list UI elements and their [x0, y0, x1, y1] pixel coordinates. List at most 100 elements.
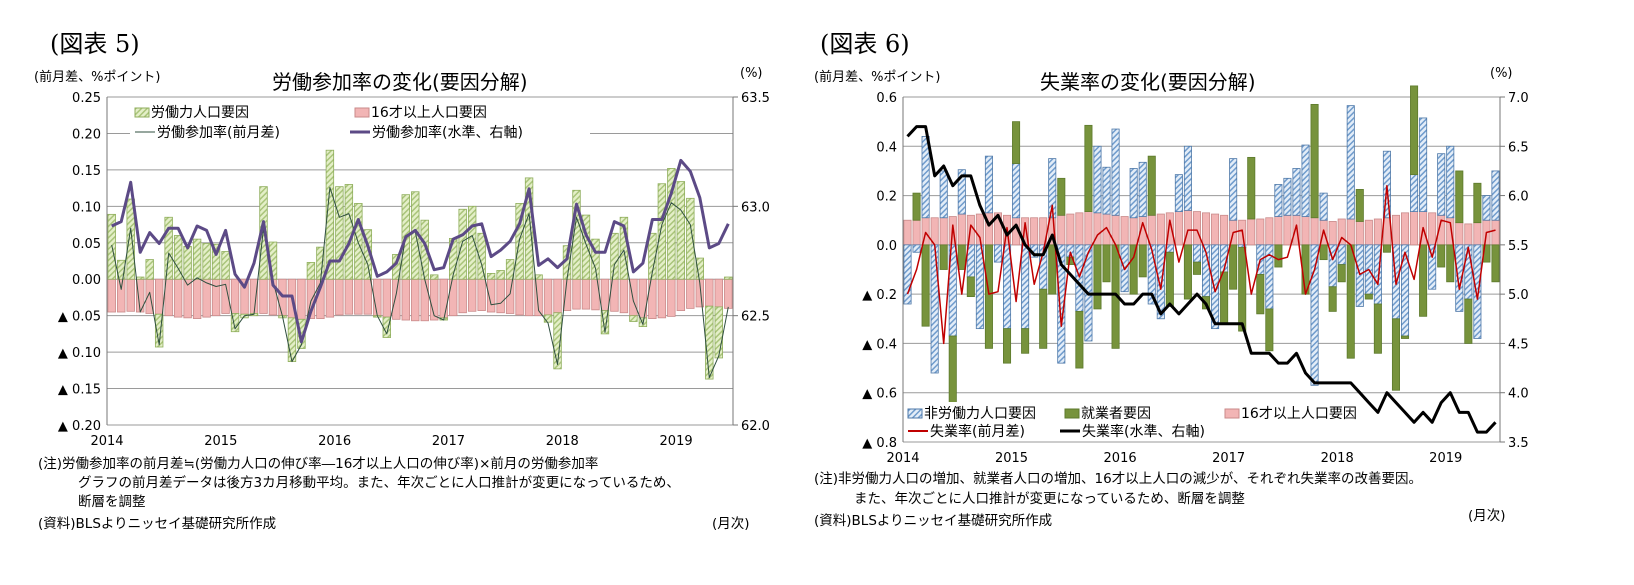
- bar-population-16-factor: [903, 219, 912, 246]
- bar-population-16-factor: [1355, 221, 1364, 246]
- y-tick-label: 0.20: [72, 127, 101, 142]
- note-line: また、年次ごとに人口推計が変更になっているため、断層を調整: [854, 491, 1245, 507]
- bar-population-16-factor: [401, 278, 410, 321]
- legend-swatch: [1064, 408, 1080, 419]
- bar-labor-force-factor: [600, 310, 610, 335]
- bar-population-16-factor: [211, 278, 221, 317]
- bar-non-labor-force-factor: [1057, 244, 1066, 364]
- bar-population-16-factor: [1373, 218, 1382, 246]
- bar-population-16-factor: [1030, 217, 1039, 246]
- y2-tick-label: 4.5: [1508, 337, 1529, 352]
- bar-labor-force-factor: [496, 270, 505, 280]
- bar-non-labor-force-factor: [1428, 244, 1437, 290]
- y-tick-label: 0.05: [72, 237, 101, 252]
- bar-population-16-factor: [1337, 218, 1346, 246]
- bar-labor-force-factor: [467, 205, 477, 280]
- bar-employment-factor: [948, 335, 957, 403]
- bar-labor-force-factor: [344, 184, 354, 280]
- bar-employment-factor: [1012, 121, 1021, 164]
- bar-population-16-factor: [1328, 221, 1337, 246]
- bar-population-16-factor: [467, 278, 477, 312]
- bar-population-16-factor: [1247, 218, 1256, 246]
- bar-labor-force-factor: [306, 262, 316, 280]
- bar-non-labor-force-factor: [1319, 192, 1328, 221]
- bar-non-labor-force-factor: [1419, 117, 1428, 212]
- bar-population-16-factor: [1401, 212, 1410, 246]
- bar-employment-factor: [1102, 244, 1111, 283]
- bar-employment-factor: [1346, 244, 1355, 359]
- bar-labor-force-factor: [126, 198, 135, 280]
- bar-non-labor-force-factor: [1102, 166, 1111, 215]
- bar-non-labor-force-factor: [939, 170, 948, 219]
- legend-label: 就業者要因: [1081, 406, 1151, 422]
- bar-population-16-factor: [107, 278, 116, 313]
- bar-population-16-factor: [154, 278, 164, 315]
- bar-labor-force-factor: [287, 317, 297, 362]
- bar-non-labor-force-factor: [1093, 145, 1102, 214]
- bar-population-16-factor: [297, 278, 306, 320]
- bar-employment-factor: [1183, 244, 1192, 300]
- legend-label: 労働参加率(水準、右軸): [372, 124, 523, 141]
- bar-non-labor-force-factor: [1455, 244, 1464, 312]
- chart-title-6: 失業率の変化(要因分解): [1040, 70, 1256, 94]
- bar-employment-factor: [1310, 103, 1319, 219]
- bar-labor-force-factor: [145, 259, 154, 280]
- bar-employment-factor: [939, 244, 948, 270]
- bar-labor-force-factor: [221, 251, 230, 280]
- y2-tick-label: 62.0: [741, 419, 770, 434]
- bar-non-labor-force-factor: [1183, 145, 1192, 211]
- bar-labor-force-factor: [183, 246, 192, 280]
- bar-population-16-factor: [1464, 223, 1473, 246]
- bar-non-labor-force-factor: [1292, 168, 1301, 216]
- y2-tick-label: 63.0: [741, 200, 770, 215]
- bar-labor-force-factor: [154, 313, 164, 348]
- bar-labor-force-factor: [458, 208, 467, 280]
- bar-employment-factor: [1147, 155, 1156, 216]
- bar-employment-factor: [1364, 293, 1373, 300]
- bar-non-labor-force-factor: [1437, 153, 1446, 216]
- bar-non-labor-force-factor: [1147, 244, 1156, 305]
- bar-employment-factor: [1473, 182, 1482, 224]
- bar-population-16-factor: [1066, 213, 1075, 246]
- bar-employment-factor: [1401, 335, 1410, 339]
- bar-population-16-factor: [420, 278, 429, 322]
- bar-non-labor-force-factor: [912, 244, 921, 253]
- y2-tick-label: 63.5: [741, 91, 770, 106]
- bar-population-16-factor: [676, 278, 686, 311]
- y2-tick-label: 5.5: [1508, 239, 1529, 254]
- note-line: (注)非労働力人口の増加、就業者人口の増加、16才以上人口の減少が、それぞれ失業…: [814, 471, 1422, 487]
- y-tick-label: 0.6: [876, 91, 897, 106]
- y-tick-label: 0.00: [72, 273, 101, 288]
- bar-employment-factor: [1265, 308, 1274, 352]
- bar-non-labor-force-factor: [975, 244, 984, 330]
- bar-labor-force-factor: [382, 316, 391, 338]
- bar-labor-force-factor: [629, 315, 638, 322]
- bar-population-16-factor: [1310, 217, 1319, 246]
- bar-non-labor-force-factor: [1410, 174, 1419, 212]
- bar-population-16-factor: [117, 278, 126, 313]
- bar-non-labor-force-factor: [984, 155, 993, 214]
- bar-non-labor-force-factor: [1346, 105, 1355, 220]
- bar-population-16-factor: [249, 278, 259, 314]
- legend-label: 非労働力人口要因: [924, 406, 1036, 422]
- y-tick-label: ▲ 0.15: [58, 383, 101, 398]
- frequency-note: (月次): [1468, 508, 1506, 524]
- x-tick-label: 2015: [995, 451, 1028, 466]
- legend-label: 労働力人口要因: [151, 105, 249, 121]
- bar-population-16-factor: [411, 278, 420, 322]
- bar-non-labor-force-factor: [993, 244, 1002, 263]
- x-tick-label: 2014: [886, 451, 919, 466]
- y-tick-label: ▲ 0.8: [862, 436, 897, 451]
- bar-population-16-factor: [202, 278, 211, 318]
- bar-population-16-factor: [164, 278, 173, 317]
- x-tick-label: 2015: [204, 434, 237, 449]
- bar-population-16-factor: [173, 278, 183, 318]
- bar-non-labor-force-factor: [1075, 244, 1084, 312]
- bar-non-labor-force-factor: [1192, 244, 1201, 263]
- bar-population-16-factor: [939, 217, 948, 246]
- bar-employment-factor: [1021, 328, 1030, 354]
- bar-employment-factor: [1410, 85, 1419, 176]
- bar-population-16-factor: [1428, 212, 1437, 246]
- bar-population-16-factor: [1256, 218, 1265, 246]
- bar-non-labor-force-factor: [1446, 145, 1455, 219]
